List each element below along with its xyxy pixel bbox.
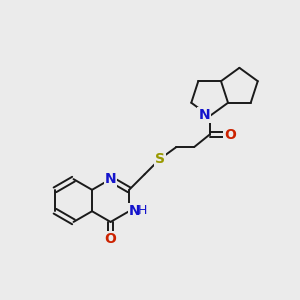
Text: N: N: [105, 172, 116, 185]
Text: H: H: [138, 204, 147, 217]
Text: O: O: [224, 128, 236, 142]
Text: S: S: [155, 152, 165, 166]
Text: N: N: [129, 204, 140, 218]
Text: N: N: [199, 108, 210, 122]
Text: O: O: [105, 232, 116, 246]
